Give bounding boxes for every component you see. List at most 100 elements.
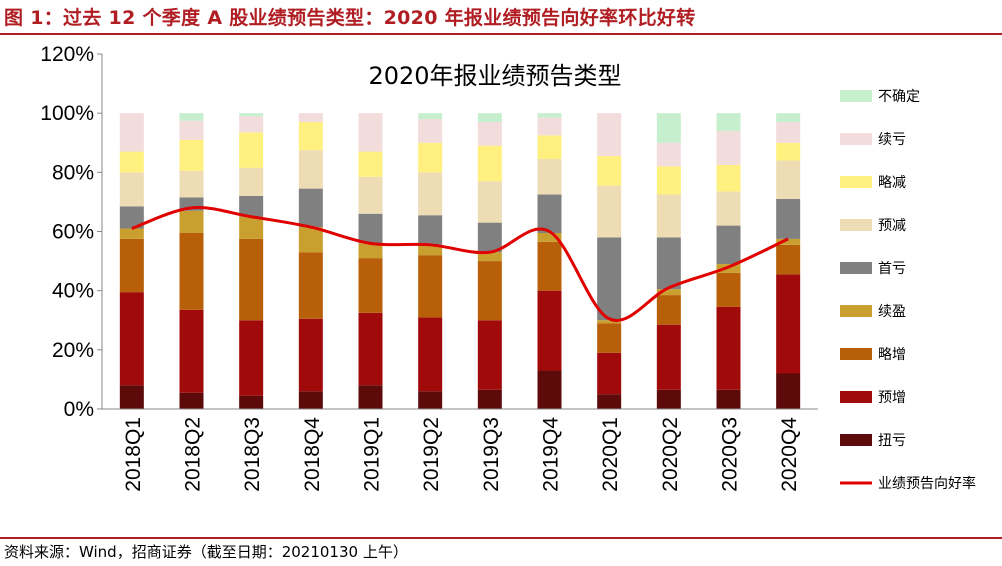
bar-segment	[537, 370, 562, 409]
bar-segment	[418, 244, 443, 256]
legend-label: 略增	[878, 347, 906, 363]
bar-segment	[179, 170, 204, 198]
bar-segment	[716, 164, 741, 192]
bar-segment	[298, 122, 323, 151]
bar-segment	[239, 238, 264, 321]
bar-segment	[597, 394, 622, 409]
y-tick-label: 20%	[52, 339, 94, 362]
chart-title: 2020年报业绩预告类型	[368, 62, 621, 90]
bar-segment	[537, 159, 562, 195]
bar-segment	[358, 243, 383, 259]
bar-segment	[179, 232, 204, 310]
bar-segment	[656, 113, 681, 143]
bar-segment	[776, 238, 801, 245]
bar-segment	[418, 317, 443, 392]
bar-segment	[776, 244, 801, 275]
bar-segment	[597, 156, 622, 186]
bar-segment	[597, 237, 622, 321]
bar-segment	[537, 290, 562, 371]
bar-segment	[537, 232, 562, 242]
legend-label: 业绩预告向好率	[878, 475, 976, 492]
legend-swatch	[840, 391, 872, 403]
bar-segment	[776, 142, 801, 161]
bar-segment	[418, 113, 443, 120]
bar-segment	[418, 255, 443, 318]
bar-segment	[477, 389, 502, 409]
bar-segment	[716, 272, 741, 307]
bottom-rule	[0, 537, 1002, 539]
bar-segment	[776, 373, 801, 409]
bar-segment	[418, 215, 443, 245]
bar-segment	[119, 172, 144, 207]
bar-segment	[597, 320, 622, 324]
bar-segment	[358, 176, 383, 214]
bar-segment	[418, 172, 443, 216]
bar-segment	[358, 113, 383, 152]
bar-segment	[776, 274, 801, 374]
bar-segment	[656, 389, 681, 409]
bar-segment	[119, 113, 144, 152]
legend-label: 续盈	[878, 303, 906, 320]
bar-segment	[477, 261, 502, 321]
bar-segment	[298, 113, 323, 123]
bar-segment	[537, 241, 562, 291]
x-axis: 2018Q1 2018Q2 2018Q3 2018Q4 2019Q1 2019Q2 2019…	[102, 408, 818, 492]
bar-segment	[477, 181, 502, 223]
bar-segment	[477, 222, 502, 253]
y-tick-label: 100%	[40, 102, 94, 125]
bar-segment	[298, 391, 323, 409]
y-axis: 0% 20% 40% 60% 80% 100% 120%	[40, 43, 103, 421]
x-tick-label: 2018Q1	[122, 417, 145, 492]
bar-segment	[239, 167, 264, 196]
y-tick-label: 40%	[52, 280, 94, 303]
bar-segment	[656, 194, 681, 238]
bar-segment	[418, 142, 443, 173]
bar-segment	[239, 216, 264, 239]
bar-segment	[298, 150, 323, 189]
legend-swatch	[840, 90, 872, 102]
bar-segment	[179, 309, 204, 393]
bars	[119, 113, 801, 409]
bar-segment	[239, 320, 264, 396]
bar-segment	[119, 228, 144, 239]
bar-segment	[776, 122, 801, 143]
bar-segment	[358, 151, 383, 177]
source-note: 资料来源：Wind，招商证券（截至日期：20210130 上午）	[4, 543, 408, 561]
x-tick-label: 2019Q2	[420, 417, 443, 492]
bar-segment	[716, 225, 741, 265]
y-tick-label: 120%	[40, 43, 94, 66]
bar-segment	[656, 289, 681, 296]
bar-segment	[597, 352, 622, 395]
legend-label: 略减	[878, 175, 906, 191]
x-tick-label: 2020Q3	[719, 417, 742, 492]
bar-segment	[239, 132, 264, 168]
bar-segment	[656, 295, 681, 325]
bar-segment	[477, 320, 502, 390]
bar-segment	[119, 206, 144, 229]
bar-segment	[776, 198, 801, 239]
bar-segment	[537, 117, 562, 136]
bar-segment	[537, 194, 562, 233]
bar-segment	[776, 113, 801, 123]
bar-segment	[656, 166, 681, 195]
legend-label: 续亏	[878, 131, 906, 148]
x-tick-label: 2020Q2	[659, 417, 682, 492]
bar-segment	[477, 122, 502, 146]
figure-title: 图 1：过去 12 个季度 A 股业绩预告类型：2020 年报业绩预告向好率环比…	[4, 7, 696, 29]
bar-segment	[656, 142, 681, 167]
bar-segment	[239, 116, 264, 133]
bar-segment	[656, 324, 681, 390]
bar-segment	[358, 258, 383, 313]
x-tick-label: 2019Q4	[540, 417, 563, 492]
bar-segment	[716, 130, 741, 165]
y-tick-label: 60%	[52, 221, 94, 244]
legend-label: 不确定	[878, 89, 920, 105]
legend-swatch	[840, 434, 872, 446]
series-line	[131, 206, 789, 322]
bar-segment	[179, 392, 204, 409]
x-tick-label: 2020Q4	[778, 417, 801, 492]
bar-segment	[716, 191, 741, 226]
x-tick-label: 2020Q1	[599, 417, 622, 492]
